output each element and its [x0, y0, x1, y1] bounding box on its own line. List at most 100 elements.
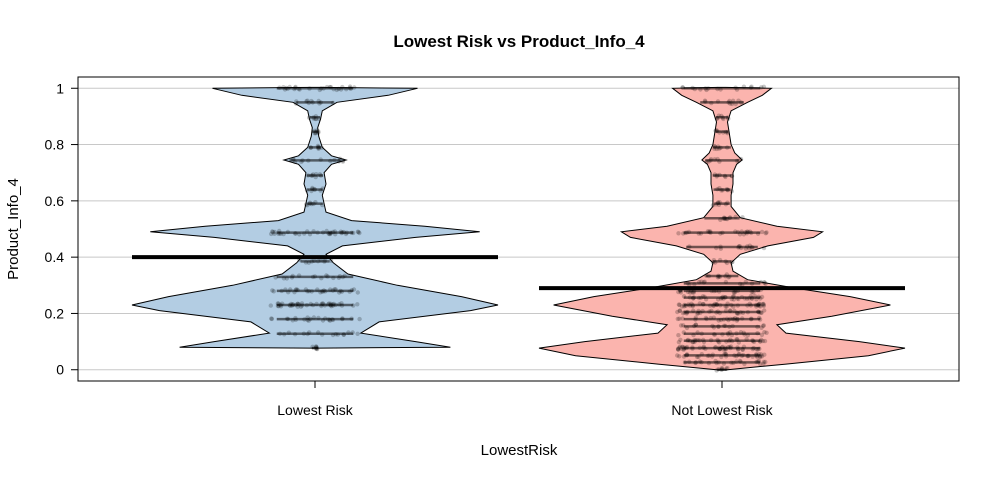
data-point: [678, 290, 684, 295]
y-tick-label: 0.2: [45, 305, 65, 321]
data-point: [340, 159, 346, 164]
data-point: [680, 344, 685, 349]
data-point: [762, 352, 767, 357]
violin-lowest-risk: [131, 86, 499, 349]
data-point: [764, 230, 769, 235]
data-point: [357, 316, 362, 322]
data-point: [675, 347, 681, 352]
data-point: [676, 347, 681, 352]
violins: [131, 86, 906, 371]
data-point: [759, 354, 765, 359]
data-point: [762, 330, 767, 335]
data-point: [678, 323, 684, 328]
data-point: [764, 330, 769, 335]
data-point: [271, 289, 276, 294]
data-point: [677, 308, 682, 314]
data-point: [740, 215, 745, 220]
data-point: [675, 309, 680, 315]
data-point: [677, 308, 683, 313]
data-point: [677, 316, 682, 321]
x-tick-label: Not Lowest Risk: [671, 402, 773, 418]
y-axis: 0 0.2 0.4 0.6 0.8 1: [45, 80, 78, 378]
data-point: [355, 331, 360, 336]
y-tick-label: 0: [56, 362, 64, 378]
data-point: [763, 359, 768, 365]
data-point: [675, 316, 680, 322]
data-point: [761, 280, 767, 285]
data-point: [677, 345, 682, 350]
mean-lines: [132, 255, 905, 291]
x-tick-label: Lowest Risk: [277, 402, 353, 418]
data-point: [760, 302, 765, 307]
data-point: [340, 158, 346, 163]
data-point: [761, 301, 766, 307]
data-point: [760, 323, 766, 329]
data-point: [763, 231, 768, 236]
data-point: [763, 281, 768, 286]
data-point: [270, 229, 275, 234]
data-point: [269, 316, 274, 321]
y-axis-label: Product_Info_4: [5, 178, 22, 280]
data-point: [759, 310, 764, 315]
data-point: [759, 325, 764, 330]
data-point: [272, 229, 277, 235]
data-point: [328, 258, 334, 263]
data-point: [738, 156, 744, 162]
jitter-points: [268, 84, 769, 373]
chart-title: Lowest Risk vs Product_Info_4: [393, 32, 645, 51]
data-point: [680, 85, 685, 90]
data-point: [676, 289, 681, 295]
data-point: [269, 316, 275, 322]
data-point: [759, 294, 765, 300]
data-point: [677, 354, 682, 359]
data-point: [679, 304, 685, 309]
data-point: [270, 229, 276, 235]
data-point: [760, 338, 765, 344]
data-point: [675, 346, 681, 351]
y-tick-label: 0.4: [45, 249, 65, 265]
y-tick-label: 0.8: [45, 137, 65, 153]
data-point: [761, 361, 766, 366]
data-point: [762, 308, 767, 313]
data-point: [676, 333, 681, 338]
y-tick-label: 0.6: [45, 193, 65, 209]
data-point: [710, 203, 716, 208]
data-point: [270, 288, 275, 293]
data-point: [676, 302, 682, 307]
data-point: [761, 302, 766, 307]
x-axis: Lowest Risk Not Lowest Risk: [277, 381, 774, 418]
data-point: [679, 346, 684, 351]
data-point: [675, 353, 680, 358]
data-point: [677, 302, 682, 308]
data-point: [677, 344, 683, 349]
y-tick-label: 1: [56, 80, 64, 96]
data-point: [729, 189, 734, 194]
data-point: [355, 302, 360, 307]
data-point: [730, 259, 735, 265]
data-point: [269, 231, 274, 237]
data-point: [761, 303, 766, 309]
data-point: [268, 303, 273, 308]
data-point: [759, 229, 765, 235]
data-point: [355, 290, 360, 295]
data-point: [680, 316, 685, 321]
data-point: [759, 332, 765, 338]
plot-frame: [77, 76, 960, 382]
data-point: [762, 338, 768, 344]
data-point: [761, 84, 767, 90]
data-point: [761, 323, 766, 328]
data-point: [676, 339, 682, 345]
data-point: [273, 275, 278, 280]
data-point: [357, 230, 362, 236]
data-point: [678, 337, 683, 342]
data-point: [356, 230, 361, 235]
data-point: [272, 231, 277, 236]
data-point: [761, 359, 766, 365]
x-axis-label: LowestRisk: [481, 442, 558, 459]
data-point: [762, 280, 767, 285]
data-point: [761, 245, 767, 251]
data-point: [676, 231, 681, 236]
data-point: [355, 229, 361, 234]
